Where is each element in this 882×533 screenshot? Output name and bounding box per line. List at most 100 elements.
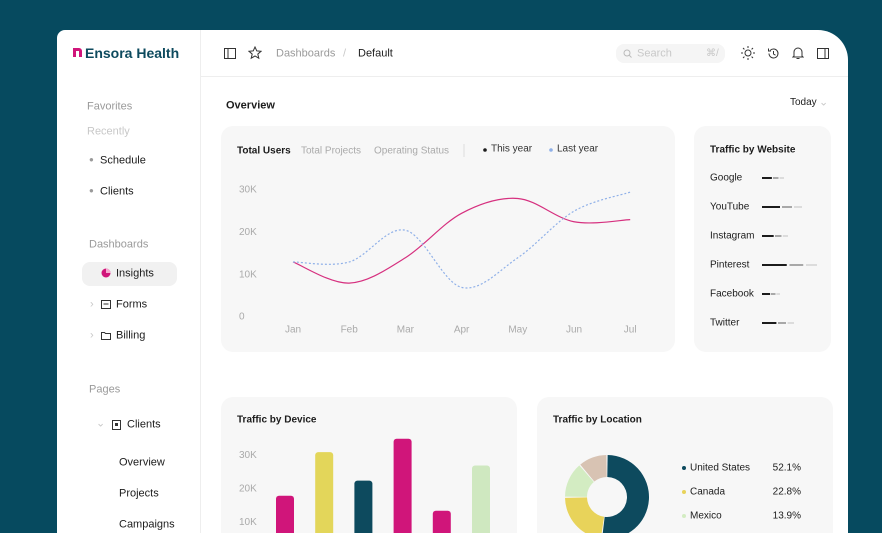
bar: [776, 293, 780, 295]
bar: [354, 480, 373, 533]
section-label: Favorites: [87, 100, 133, 113]
donut-segment: [602, 455, 649, 533]
nav-item[interactable]: Clients: [127, 418, 161, 431]
bar: [762, 264, 787, 266]
chart-tab: Total Users: [237, 146, 291, 157]
x-tick-label: Jun: [566, 325, 582, 336]
legend-label: Canada: [690, 487, 725, 498]
donut-segment: [580, 455, 607, 482]
search-box[interactable]: [616, 44, 725, 63]
breadcrumb-current: Default: [358, 47, 393, 60]
nav-item[interactable]: Clients: [100, 185, 134, 198]
legend-dot: [682, 490, 686, 494]
nav-item[interactable]: Insights: [116, 267, 154, 280]
icon: [112, 420, 121, 430]
donut-segment: [565, 465, 594, 497]
legend-dot: [483, 148, 487, 152]
section-label: Dashboards: [89, 238, 149, 251]
row-label: Twitter: [710, 318, 740, 329]
bar: [393, 438, 412, 533]
series-line: [292, 191, 631, 289]
location-chart: Traffic by Location United States 52.1% Can…: [553, 415, 801, 533]
legend-label: Mexico: [690, 511, 722, 522]
x-tick-label: Jul: [624, 325, 637, 336]
nav-item[interactable]: Schedule: [100, 154, 146, 167]
star-button[interactable]: [248, 46, 262, 60]
x-tick-label: Mar: [397, 325, 415, 336]
sidebar-toggle[interactable]: [224, 48, 236, 59]
y-tick-label: 20K: [239, 227, 257, 238]
legend-label: This year: [491, 144, 533, 155]
legend-label: Last year: [557, 144, 599, 155]
icon: [101, 300, 111, 309]
nav-item[interactable]: Overview: [119, 456, 165, 469]
bar: [775, 235, 782, 237]
nav-item[interactable]: Projects: [119, 487, 159, 500]
location-card: Traffic by Location United States 52.1% Can…: [537, 397, 833, 533]
chart-title: Traffic by Location: [553, 415, 642, 426]
chart-title: Traffic by Device: [237, 415, 317, 426]
search-placeholder: Search: [637, 47, 672, 60]
brand-name: Ensora Health: [85, 45, 180, 61]
section-label: Recently: [87, 125, 130, 138]
y-tick-label: 30K: [239, 450, 257, 461]
value-label: 52.1%: [773, 463, 801, 474]
y-tick-label: 10K: [239, 517, 257, 528]
chart-tab: Total Projects: [301, 146, 361, 157]
x-tick-label: Jan: [285, 325, 301, 336]
nav-item[interactable]: Billing: [116, 329, 146, 342]
row-label: YouTube: [710, 202, 750, 213]
users-card: Total Users Total Projects Operating Statu…: [221, 126, 675, 352]
header-divider: [201, 76, 848, 77]
bar: [762, 177, 772, 179]
chart-title: Traffic by Website: [710, 145, 796, 156]
search-icon: [623, 49, 632, 58]
nav-item[interactable]: Campaigns: [119, 518, 175, 531]
app-window: Ensora Health Favorites Recently ● Sched…: [57, 30, 848, 533]
notifications-button[interactable]: [792, 46, 804, 60]
bar: [762, 322, 777, 324]
bar: [762, 206, 780, 208]
series-line: [292, 197, 631, 284]
nav-item[interactable]: Forms: [116, 298, 148, 311]
panel-toggle[interactable]: [817, 48, 829, 59]
bar: [782, 206, 792, 208]
value-label: 13.9%: [773, 511, 801, 522]
bar: [789, 264, 804, 266]
bar: [773, 177, 779, 179]
bar: [432, 510, 451, 533]
row-label: Facebook: [710, 289, 755, 300]
brand-logo: [73, 48, 82, 57]
legend-label: United States: [690, 463, 750, 474]
legend-dot: [549, 148, 553, 152]
y-tick-label: 10K: [239, 269, 257, 280]
x-tick-label: Apr: [454, 325, 470, 336]
legend-dot: [682, 514, 686, 518]
bar: [276, 495, 294, 533]
theme-button[interactable]: [741, 46, 755, 60]
bar: [472, 465, 490, 533]
bar: [779, 177, 784, 179]
period-select[interactable]: Today: [790, 97, 817, 108]
x-tick-label: Feb: [341, 325, 359, 336]
legend-dot: [682, 466, 686, 470]
device-card: Traffic by Device 10K 20K 30K: [221, 397, 517, 533]
bar: [806, 264, 817, 266]
bar: [782, 235, 788, 237]
bar: [787, 322, 794, 324]
section-label: Pages: [89, 383, 121, 396]
icon: [101, 332, 111, 340]
y-tick-label: 30K: [239, 185, 257, 196]
x-tick-label: May: [508, 325, 527, 336]
donut-segment: [565, 497, 605, 533]
icon: [101, 268, 111, 278]
website-card: Traffic by Website Google YouTube Instagram…: [694, 126, 831, 352]
bar: [315, 452, 334, 533]
row-label: Google: [710, 173, 743, 184]
search-shortcut: ⌘/: [706, 48, 719, 59]
line-chart: Total Users Total Projects Operating Statu…: [237, 144, 637, 336]
history-button[interactable]: [767, 47, 780, 60]
breadcrumb[interactable]: Dashboards: [276, 47, 336, 60]
